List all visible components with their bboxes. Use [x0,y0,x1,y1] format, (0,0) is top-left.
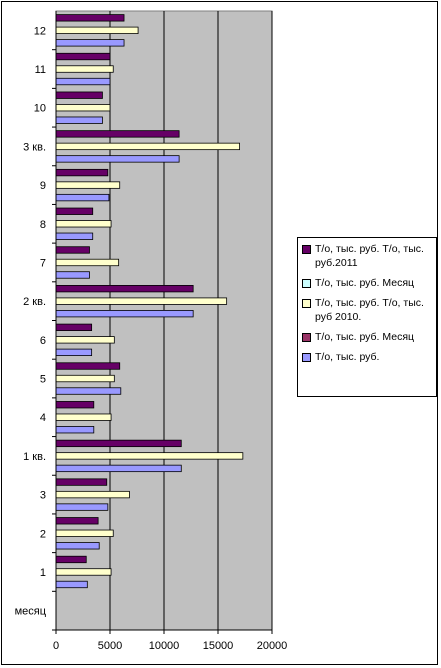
legend-item: Т/о, тыс. руб. Т/о, тыс. руб 2010. [302,296,434,324]
bar [55,130,180,138]
bar [55,246,90,254]
bar [55,14,125,22]
bar [55,297,228,305]
bar [55,155,180,163]
x-tick-label: 20000 [257,640,288,652]
bar [55,426,95,434]
bar [55,91,103,99]
bar [55,310,194,318]
legend-label: Т/о, тыс. руб. Месяц [315,277,415,289]
bar [55,413,112,421]
bar [55,142,241,151]
legend-label: Т/о, тыс. руб. Т/о, тыс. руб.2011 [315,243,424,269]
bar [55,323,93,331]
bar [55,77,111,86]
x-tick-label: 10000 [149,640,180,652]
bar [55,478,108,486]
bar [55,439,182,448]
bar [55,362,121,370]
bar [55,401,95,409]
bar [55,517,99,525]
category-label: 1 кв. [23,451,46,463]
bar [55,464,182,473]
bar [55,232,94,240]
legend-label: Т/о, тыс. руб. Т/о, тыс. руб 2010. [315,297,424,323]
bar [55,452,244,460]
category-label: 9 [40,180,46,192]
bar [55,555,87,564]
legend-item: Т/о, тыс. руб. [302,350,434,364]
bar [55,529,114,537]
category-label: 10 [34,103,46,115]
legend-swatch [302,353,311,362]
legend-item: Т/о, тыс. руб. Месяц [302,276,434,290]
bar [55,336,115,344]
bar [55,116,103,124]
bar [55,39,125,47]
bar [55,65,114,73]
legend-swatch [302,245,311,254]
bar [55,168,109,177]
category-label: месяц [15,606,47,618]
category-label: 6 [40,335,46,347]
x-tick-label: 15000 [203,640,234,652]
bar [55,220,112,228]
bar [55,104,111,112]
x-tick-label: 0 [53,640,59,652]
x-tick-label: 5000 [98,640,122,652]
category-label: 3 кв. [23,141,46,153]
bar [55,348,93,356]
legend-label: Т/о, тыс. руб. [315,351,380,363]
bar [55,503,109,511]
chart-legend: Т/о, тыс. руб. Т/о, тыс. руб.2011 Т/о, т… [297,237,437,397]
bar [55,181,121,189]
category-label: 12 [34,25,46,37]
bar [55,374,115,383]
legend-swatch [302,299,311,308]
bar [55,52,111,61]
bar [55,271,90,279]
bar [55,542,100,550]
bar [55,580,88,589]
legend-item: Т/о, тыс. руб. Месяц [302,330,434,344]
bar [55,490,130,499]
bar [55,387,122,395]
legend-swatch [302,279,311,288]
category-label: 8 [40,219,46,231]
bar [55,258,120,267]
legend-item: Т/о, тыс. руб. Т/о, тыс. руб.2011 [302,242,434,270]
category-label: 2 [40,528,46,540]
bar [55,193,110,202]
category-label: 7 [40,257,46,269]
category-label: 5 [40,374,46,386]
legend-swatch [302,333,311,342]
category-label: 2 кв. [23,296,46,308]
bar [55,26,139,34]
legend-label: Т/о, тыс. руб. Месяц [315,331,415,343]
category-label: 4 [40,412,46,424]
category-label: 1 [40,567,46,579]
category-label: 11 [35,64,46,76]
bar [55,568,112,576]
bar [55,207,94,215]
category-label: 3 [40,490,46,502]
bar [55,285,194,293]
